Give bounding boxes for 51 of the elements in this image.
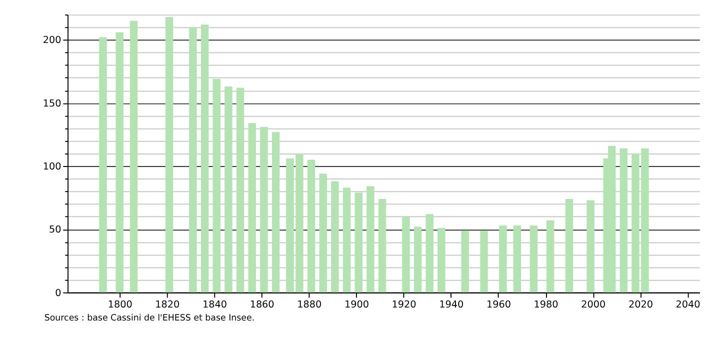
bar	[480, 230, 488, 292]
bar	[414, 226, 422, 292]
x-tick-label: 2020	[628, 299, 653, 310]
bar	[307, 160, 316, 292]
bar	[546, 220, 554, 292]
y-tick-label: 100	[42, 161, 62, 172]
x-tick-label: 1840	[202, 299, 227, 310]
bar	[461, 230, 469, 292]
bar	[236, 88, 244, 292]
bar	[319, 174, 327, 292]
x-tick-label: 1940	[439, 299, 464, 310]
bar	[165, 17, 174, 292]
bar	[438, 228, 446, 292]
bar	[200, 24, 209, 292]
bar	[513, 225, 522, 292]
bar	[331, 181, 339, 292]
x-tick-label: 1920	[392, 299, 416, 310]
bar	[224, 86, 232, 292]
bar	[378, 198, 386, 292]
bar	[530, 225, 538, 292]
x-tick-label: 2040	[676, 299, 700, 310]
x-tick-label: 1880	[297, 299, 322, 310]
bar	[342, 188, 351, 292]
bar	[402, 216, 410, 292]
bar	[260, 126, 268, 292]
y-tick-label: 0	[55, 288, 62, 299]
source-note: Sources : base Cassini de l'EHESS et base Insee.	[44, 313, 255, 324]
x-tick-label: 1900	[344, 299, 369, 310]
y-tick-label: 150	[42, 98, 62, 110]
bar	[620, 148, 628, 292]
bar	[499, 225, 507, 292]
x-tick-label: 1820	[155, 299, 180, 310]
bar	[354, 192, 362, 292]
bar	[189, 27, 197, 292]
x-tick-label: 1960	[486, 299, 511, 310]
bar	[586, 200, 594, 292]
bar	[212, 78, 220, 292]
bar	[426, 214, 434, 292]
y-tick-label: 200	[42, 35, 62, 46]
y-tick-label: 50	[49, 224, 62, 236]
bar	[116, 32, 124, 292]
x-tick-label: 1800	[108, 299, 132, 310]
x-tick-label: 2000	[581, 299, 606, 310]
x-tick-label: 1980	[534, 299, 558, 310]
bar	[248, 123, 256, 292]
bar	[565, 198, 574, 292]
bar	[272, 132, 280, 292]
x-tick-label: 1860	[250, 299, 274, 310]
bar	[99, 37, 107, 292]
bar	[366, 186, 374, 292]
bar	[130, 20, 138, 292]
